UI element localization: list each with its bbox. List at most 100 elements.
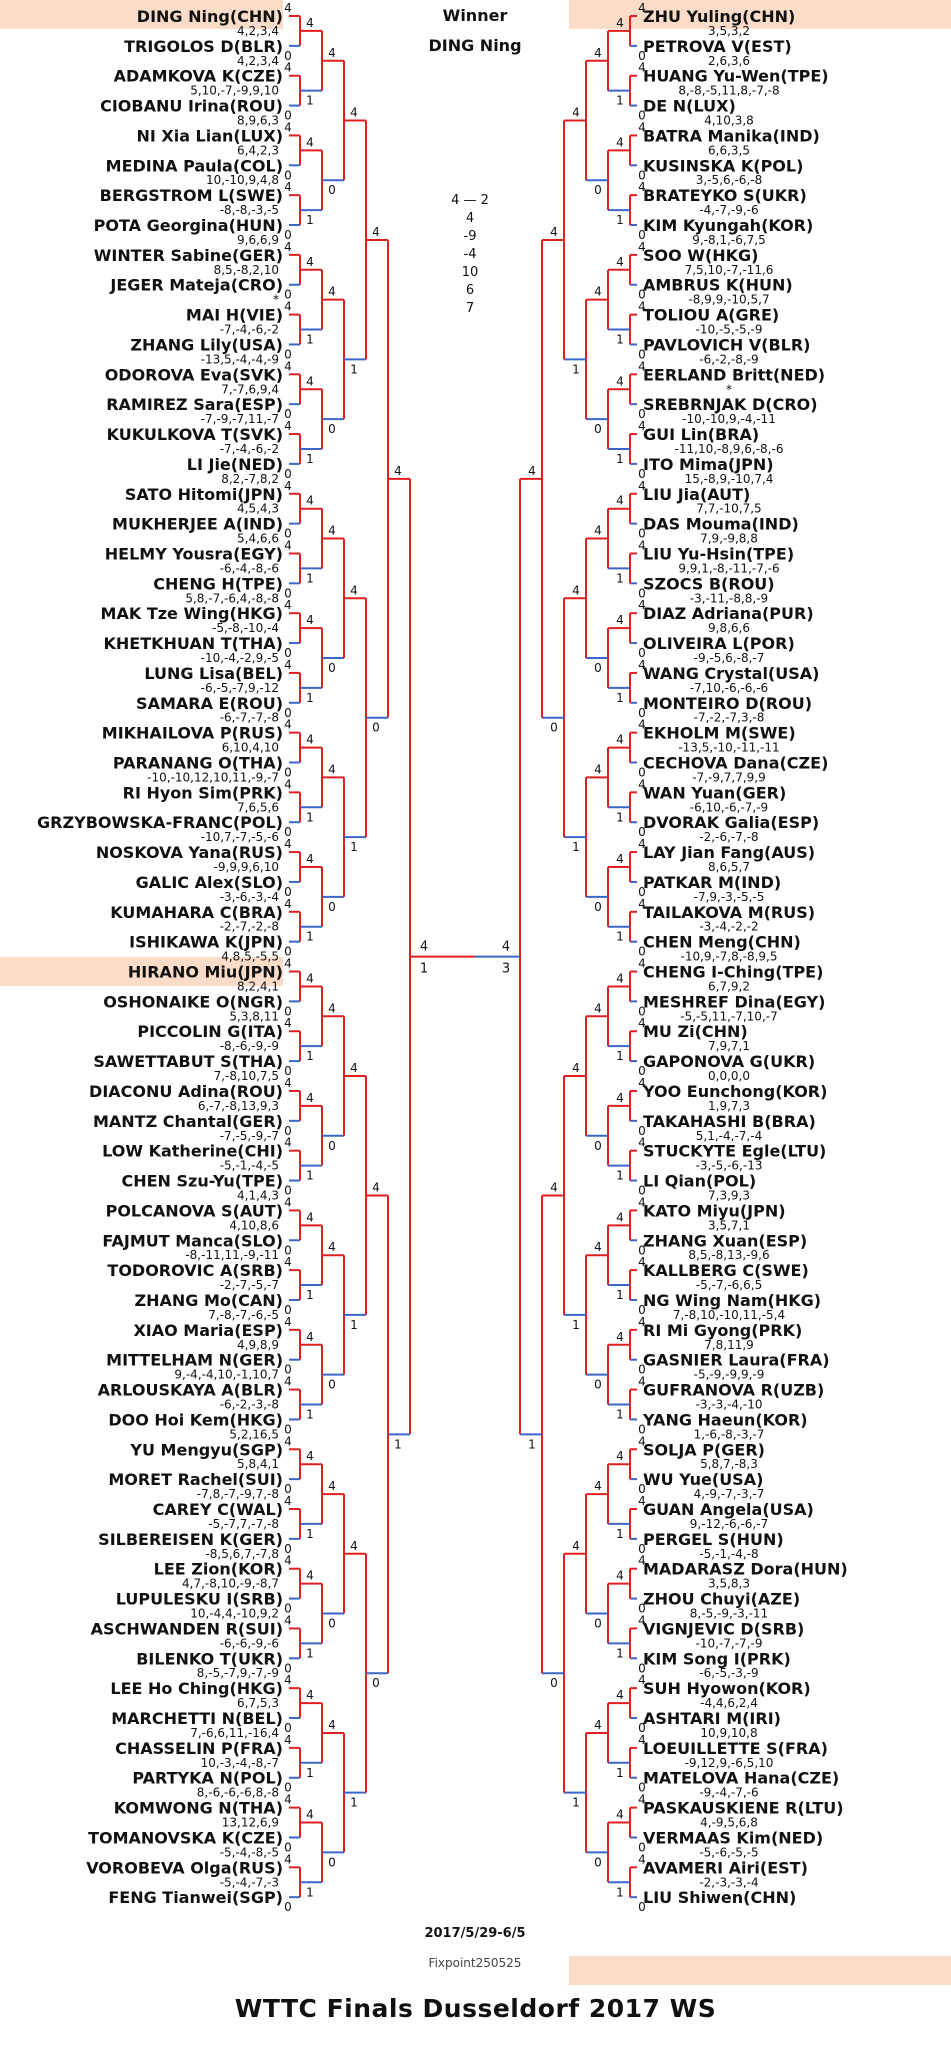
- right-player-name: CECHOVA Dana(CZE): [643, 754, 828, 773]
- right-player-name: OLIVEIRA L(POR): [643, 634, 795, 653]
- match-score: 0: [284, 467, 292, 481]
- left-game-score: -7,-4,-6,-2: [220, 442, 279, 456]
- right-player-name: LAY Jian Fang(AUS): [643, 843, 815, 862]
- right-player-name: RI Mi Gyong(PRK): [643, 1321, 802, 1340]
- right-game-score: 3,5,8,3: [708, 1577, 750, 1591]
- match-score: 4: [616, 494, 624, 508]
- left-player-name: LI Jie(NED): [187, 455, 283, 474]
- right-player-name: MU Zi(CHN): [643, 1022, 748, 1041]
- right-player-name: EERLAND Britt(NED): [643, 365, 825, 384]
- left-player-name: ZHANG Lily(USA): [130, 335, 283, 354]
- match-score: 4: [284, 1733, 292, 1747]
- match-score: 0: [594, 1855, 602, 1869]
- match-score: 1: [306, 691, 314, 705]
- page-title: WTTC Finals Dusseldorf 2017 WS: [234, 1994, 717, 2023]
- left-game-score: -13,5,-4,-4,-9: [201, 352, 279, 366]
- match-score: 0: [638, 885, 646, 899]
- right-game-score: -3,-3,-4,-10: [696, 1397, 763, 1411]
- left-player-name: DING Ning(CHN): [137, 7, 283, 26]
- match-score: 4: [594, 285, 602, 299]
- left-player-name: HIRANO Miu(JPN): [128, 963, 283, 982]
- right-player-name: PATKAR M(IND): [643, 873, 781, 892]
- left-player-name: ODOROVA Eva(SVK): [105, 365, 283, 384]
- match-score: 4: [284, 1016, 292, 1030]
- match-score: 4: [616, 971, 624, 985]
- match-score: 4: [638, 837, 646, 851]
- final-left-score: 4: [420, 940, 428, 955]
- left-player-name: LUPULESKU I(SRB): [116, 1590, 283, 1609]
- match-score: 4: [284, 837, 292, 851]
- right-game-score: -9,-5,6,-8,-7: [694, 651, 765, 665]
- match-score: 0: [638, 1482, 646, 1496]
- right-game-score: 7,8,11,9: [704, 1338, 754, 1352]
- right-player-name: WAN Yuan(GER): [643, 783, 786, 802]
- right-game-score: -6,-2,-8,-9: [699, 352, 758, 366]
- right-player-name: GUAN Angela(USA): [643, 1500, 814, 1519]
- match-score: 4: [572, 106, 580, 120]
- match-score: 4: [616, 1449, 624, 1463]
- match-score: 4: [638, 1434, 646, 1448]
- left-player-name: KUKULKOVA T(SVK): [107, 425, 283, 444]
- right-player-name: BRATEYKO S(UKR): [643, 186, 807, 205]
- final-score-header: 4 — 2: [451, 193, 489, 208]
- left-game-score: -7,8,-7,-9,7,-8: [197, 1487, 279, 1501]
- left-player-name: RI Hyon Sim(PRK): [123, 783, 283, 802]
- left-game-score: 4,1,4,3: [237, 1188, 279, 1202]
- left-player-name: PARTYKA N(POL): [132, 1769, 283, 1788]
- left-player-name: NOSKOVA Yana(RUS): [96, 843, 283, 862]
- right-player-name: ZHU Yuling(CHN): [643, 7, 795, 26]
- match-score: 0: [638, 825, 646, 839]
- match-score: 1: [616, 1407, 624, 1421]
- match-score: 4: [284, 1554, 292, 1568]
- match-score: 4: [284, 658, 292, 672]
- match-score: 4: [350, 583, 358, 597]
- left-game-score: 8,5,-8,2,10: [214, 263, 279, 277]
- right-game-score: 7,9,7,1: [708, 1039, 750, 1053]
- left-game-score: 4,5,4,3: [237, 502, 279, 516]
- match-score: 0: [284, 1602, 292, 1616]
- left-game-score: -6,-5,-7,9,-12: [201, 681, 279, 695]
- match-score: 1: [306, 930, 314, 944]
- right-player-name: SUH Hyowon(KOR): [643, 1679, 811, 1698]
- match-score: 0: [638, 1243, 646, 1257]
- match-score: 4: [638, 1195, 646, 1209]
- left-game-score: -7,-9,-7,11,-7: [201, 412, 279, 426]
- left-game-score: -7,-4,-6,-2: [220, 323, 279, 337]
- match-score: 1: [616, 691, 624, 705]
- right-game-score: 7,9,-9,8,8: [700, 532, 758, 546]
- right-player-name: GUFRANOVA R(UZB): [643, 1381, 824, 1400]
- match-score: 1: [306, 1288, 314, 1302]
- left-player-name: TODOROVIC A(SRB): [107, 1261, 283, 1280]
- left-player-name: TOMANOVSKA K(CZE): [88, 1828, 283, 1847]
- match-score: 4: [284, 1673, 292, 1687]
- match-score: 4: [284, 777, 292, 791]
- match-score: 1: [350, 840, 358, 854]
- left-player-name: MUKHERJEE A(IND): [112, 515, 283, 534]
- right-player-name: KALLBERG C(SWE): [643, 1261, 809, 1280]
- match-score: 4: [328, 524, 336, 538]
- left-game-score: -9,9,9,6,10: [214, 860, 279, 874]
- left-game-score: -7,-5,-9,-7: [220, 1129, 279, 1143]
- match-score: 4: [616, 1808, 624, 1822]
- match-score: 4: [306, 971, 314, 985]
- right-player-name: KIM Kyungah(KOR): [643, 216, 813, 235]
- match-score: 1: [616, 1169, 624, 1183]
- left-player-name: ISHIKAWA K(JPN): [129, 933, 283, 952]
- left-player-name: LOW Katherine(CHI): [102, 1142, 283, 1161]
- match-score: 0: [638, 1184, 646, 1198]
- match-score: 4: [284, 1315, 292, 1329]
- match-score: 4: [638, 957, 646, 971]
- match-score: 0: [284, 766, 292, 780]
- match-score: 1: [306, 1885, 314, 1899]
- right-game-score: -5,-7,-6,6,5: [696, 1278, 762, 1292]
- match-score: 4: [638, 61, 646, 75]
- match-score: 0: [284, 1721, 292, 1735]
- match-score: 4: [638, 479, 646, 493]
- match-score: 0: [284, 586, 292, 600]
- right-game-score: 3,-5,6,-6,-8: [696, 173, 762, 187]
- match-score: 0: [638, 706, 646, 720]
- match-score: 0: [284, 1781, 292, 1795]
- right-game-score: -3,-5,-6,-13: [696, 1159, 763, 1173]
- right-game-score: 7,7,-10,7,5: [696, 502, 761, 516]
- match-score: 4: [328, 762, 336, 776]
